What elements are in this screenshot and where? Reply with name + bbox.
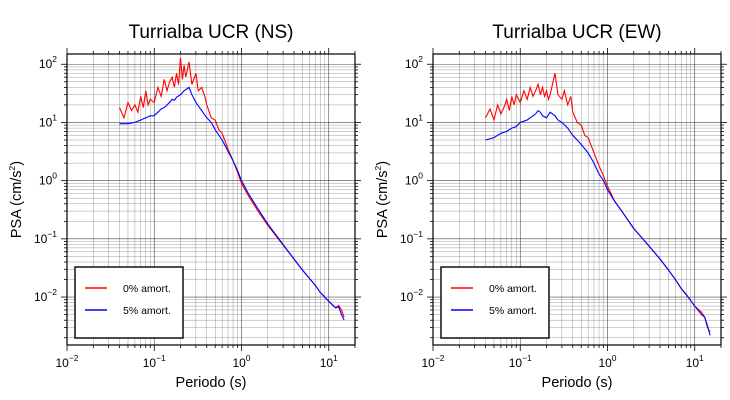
y-tick-base: 10 <box>39 115 53 129</box>
x-tick-base: 10 <box>686 356 700 370</box>
y-axis-label-close: ) <box>9 161 25 166</box>
x-tick-exp: 0 <box>612 353 617 363</box>
x-tick-base: 10 <box>143 356 157 370</box>
legend-label-2: 5% amort. <box>123 305 171 317</box>
y-tick-base: 10 <box>400 290 414 304</box>
x-tick-exp: −2 <box>69 353 79 363</box>
x-tick-label: 100 <box>598 353 616 370</box>
x-tick-exp: 1 <box>333 353 338 363</box>
y-axis-label-base: PSA (cm/s <box>9 170 25 238</box>
y-tick-exp: −1 <box>413 229 423 239</box>
x-axis-label: Periodo (s) <box>176 375 247 391</box>
y-axis-label-base: PSA (cm/s <box>375 170 391 238</box>
y-tick-exp: −2 <box>47 287 57 297</box>
y-tick-base: 10 <box>405 57 419 71</box>
x-tick-base: 10 <box>320 356 334 370</box>
y-tick-exp: 0 <box>52 171 57 181</box>
y-tick-label: 102 <box>405 54 423 71</box>
legend: 0% amort. 5% amort. <box>74 266 184 339</box>
plot-frame <box>66 53 356 346</box>
y-tick-exp: 0 <box>418 171 423 181</box>
y-axis-label-sup: 2 <box>373 165 383 170</box>
x-tick-base: 10 <box>55 356 69 370</box>
x-tick-exp: 0 <box>246 353 251 363</box>
legend: 0% amort. 5% amort. <box>440 266 550 339</box>
y-tick-label: 100 <box>39 171 57 188</box>
y-tick-exp: 2 <box>52 54 57 64</box>
y-tick-base: 10 <box>34 290 48 304</box>
y-tick-exp: −2 <box>413 287 423 297</box>
y-tick-label: 10−2 <box>34 287 57 304</box>
y-tick-label: 10−1 <box>400 229 423 246</box>
legend-label-1: 0% amort. <box>489 283 537 295</box>
x-tick-label: 100 <box>232 353 250 370</box>
plot-frame <box>432 53 722 346</box>
y-tick-label: 101 <box>39 112 57 129</box>
grid <box>432 54 722 345</box>
x-tick-base: 10 <box>421 356 435 370</box>
y-tick-exp: −1 <box>47 229 57 239</box>
series-line-2 <box>119 86 345 321</box>
y-tick-label: 101 <box>405 112 423 129</box>
x-tick-exp: −1 <box>522 353 532 363</box>
chart-title: Turrialba UCR (EW) <box>492 22 661 43</box>
chart-title: Turrialba UCR (NS) <box>128 22 293 43</box>
x-tick-label: 101 <box>320 353 338 370</box>
x-tick-exp: −2 <box>435 353 445 363</box>
y-tick-label: 10−1 <box>34 229 57 246</box>
legend-label-2: 5% amort. <box>489 305 537 317</box>
y-tick-label: 102 <box>39 54 57 71</box>
x-tick-exp: 1 <box>699 353 704 363</box>
y-axis-label: PSA (cm/s2) <box>7 161 25 238</box>
x-tick-exp: −1 <box>156 353 166 363</box>
y-tick-base: 10 <box>400 232 414 246</box>
legend-label-1: 0% amort. <box>123 283 171 295</box>
y-tick-base: 10 <box>405 115 419 129</box>
x-tick-base: 10 <box>598 356 612 370</box>
axis-ticks <box>427 48 727 351</box>
y-tick-base: 10 <box>39 174 53 188</box>
y-axis-label-sup: 2 <box>7 165 17 170</box>
x-tick-base: 10 <box>232 356 246 370</box>
x-axis-label: Periodo (s) <box>542 375 613 391</box>
chart-panel-1: 10−2 10−1 100 10110−210−1100101102Turrialba… <box>7 22 361 391</box>
y-tick-exp: 1 <box>418 112 423 122</box>
legend-box <box>74 266 184 339</box>
y-tick-label: 10−2 <box>400 287 423 304</box>
x-tick-label: 10−1 <box>509 353 532 370</box>
x-tick-label: 101 <box>686 353 704 370</box>
y-tick-base: 10 <box>39 57 53 71</box>
y-axis-label-close: ) <box>375 161 391 166</box>
y-tick-base: 10 <box>34 232 48 246</box>
y-tick-exp: 1 <box>52 112 57 122</box>
y-axis-label: PSA (cm/s2) <box>373 161 391 238</box>
legend-box <box>440 266 550 339</box>
x-tick-label: 10−2 <box>55 353 78 370</box>
chart-panel-2: 10−2 10−1 100 10110−210−1100101102Turrialba… <box>373 22 727 391</box>
y-tick-label: 100 <box>405 171 423 188</box>
x-tick-label: 10−2 <box>421 353 444 370</box>
axis-ticks <box>61 48 361 351</box>
x-tick-base: 10 <box>509 356 523 370</box>
y-tick-base: 10 <box>405 174 419 188</box>
x-tick-label: 10−1 <box>143 353 166 370</box>
y-tick-exp: 2 <box>418 54 423 64</box>
series-line-2 <box>485 109 711 336</box>
